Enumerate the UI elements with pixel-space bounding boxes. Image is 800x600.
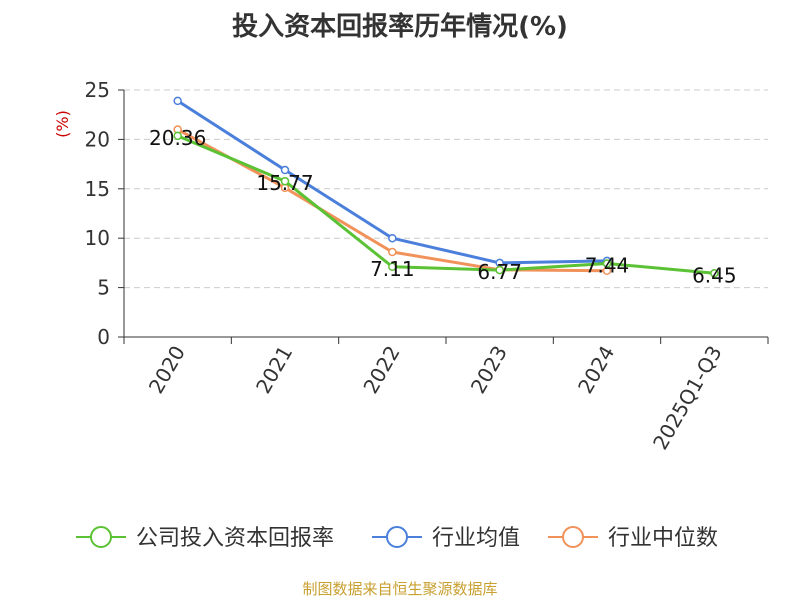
- data-point-2: [388, 247, 397, 257]
- y-tick-label: 25: [85, 78, 110, 102]
- legend-marker: [562, 526, 584, 548]
- series-layer: [173, 96, 719, 278]
- legend-label: 公司投入资本回报率: [136, 526, 334, 551]
- data-label: 6.45: [692, 263, 737, 287]
- legend-label: 行业中位数: [608, 526, 718, 551]
- series-1: [173, 96, 612, 268]
- data-label: 20.36: [149, 126, 206, 150]
- x-tick-label: 2023: [466, 342, 512, 398]
- y-tick-label: 5: [97, 276, 110, 300]
- legend-marker: [90, 526, 112, 548]
- y-tick-label: 20: [85, 127, 110, 151]
- series-line-0: [177, 134, 715, 275]
- data-point-1: [280, 165, 290, 175]
- x-tick-label: 2021: [251, 342, 297, 398]
- data-point-0: [710, 269, 719, 278]
- y-tick-label: 0: [97, 325, 110, 349]
- legend-item-1[interactable]: 行业均值: [372, 526, 520, 551]
- data-point-1: [173, 96, 182, 106]
- chart-title: 投入资本回报率历年情况(%): [232, 12, 568, 42]
- data-label: 7.44: [585, 253, 630, 277]
- series-2: [173, 125, 612, 276]
- data-point-0: [173, 131, 182, 141]
- y-axis-label: (%): [53, 110, 72, 138]
- data-point-0: [388, 262, 397, 272]
- legend[interactable]: 公司投入资本回报率 行业均值 行业中位数: [76, 526, 718, 551]
- x-tick-label: 2022: [358, 342, 404, 398]
- source-note: 制图数据来自恒生聚源数据库: [302, 580, 498, 598]
- gridlines: [124, 89, 768, 289]
- legend-label: 行业均值: [432, 526, 520, 551]
- data-point-1: [388, 233, 397, 243]
- data-label: 15.77: [256, 171, 313, 195]
- x-tick-label: 2020: [144, 342, 190, 398]
- x-tick-label: 2024: [573, 342, 619, 398]
- data-labels: 20.36 15.77 7.11 6.77 7.44 6.45: [149, 126, 737, 287]
- data-label: 6.77: [477, 260, 522, 284]
- x-tick-label: 2025Q1-Q3: [648, 342, 727, 454]
- y-tick-label: 15: [85, 177, 110, 201]
- data-label: 7.11: [370, 257, 415, 281]
- legend-item-0[interactable]: 公司投入资本回报率: [76, 526, 334, 551]
- series-0: [173, 131, 719, 278]
- data-point-0: [602, 259, 612, 268]
- y-tick-label: 10: [85, 226, 110, 250]
- data-point-0: [280, 176, 290, 186]
- legend-item-2[interactable]: 行业中位数: [548, 526, 718, 551]
- data-point-0: [495, 265, 504, 275]
- legend-marker: [386, 526, 408, 548]
